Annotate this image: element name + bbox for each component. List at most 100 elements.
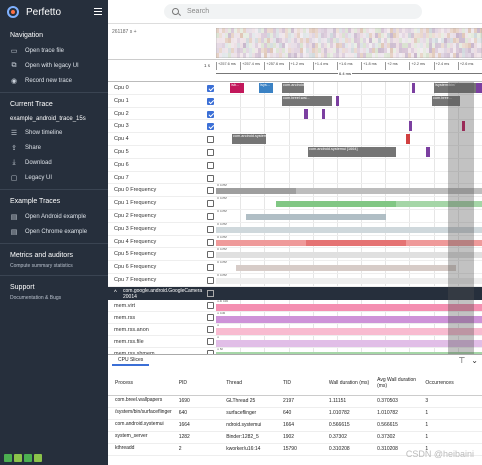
record-new-trace-item[interactable]: ◉ Record new trace	[0, 73, 108, 88]
chevron-up-icon[interactable]: ^	[114, 289, 117, 296]
legacy-ui-item[interactable]: ▢ Legacy UI	[0, 170, 108, 185]
cpu-slice[interactable]	[336, 95, 339, 106]
cpu-slice[interactable]	[216, 239, 306, 246]
track-lane[interactable]: 0 GHz	[216, 197, 482, 210]
section-navigation-title[interactable]: Navigation	[10, 32, 44, 39]
track-row[interactable]: Cpu 2	[108, 108, 482, 121]
counter-lane[interactable]: 1.6 GB	[216, 300, 482, 312]
track-lane[interactable]: com.android.systemui [1664]	[216, 146, 482, 159]
cpu-slice[interactable]	[216, 339, 482, 347]
cpu-slice[interactable]	[216, 351, 482, 354]
track-lane[interactable]: com.breel.wal... com.bree...	[216, 95, 482, 108]
track-pin-checkbox[interactable]	[207, 302, 214, 310]
table-row[interactable]: /system/bin/surfaceflinger 640 surfaceflin…	[108, 407, 482, 420]
track-row[interactable]: Cpu 0 Frequency 0 GHz	[108, 184, 482, 198]
track-pin-checkbox[interactable]	[207, 174, 214, 182]
open-android-example-item[interactable]: ▤ Open Android example	[0, 209, 108, 224]
overview-timeline[interactable]: 261187 s +	[108, 24, 482, 60]
table-row[interactable]: system_server 1282 Binder:1282_5 1902 0.3730…	[108, 431, 482, 444]
cpu-slice[interactable]	[412, 83, 415, 93]
cpu-slice[interactable]	[216, 315, 482, 323]
cpu-slice[interactable]	[276, 201, 396, 208]
cpu-slice[interactable]: com.android.systemui [1664]	[308, 147, 396, 157]
track-area[interactable]: Cpu 0/sb... /sys... com.android... /system/…	[108, 82, 482, 354]
cpu-slice[interactable]	[304, 108, 308, 119]
track-pin-checkbox[interactable]	[207, 149, 214, 156]
track-row[interactable]: Cpu 6 Frequency 0 GHz	[108, 261, 482, 274]
cpu-slice[interactable]	[216, 252, 482, 259]
cpu-slice[interactable]	[216, 226, 482, 233]
cpu-slice[interactable]	[216, 188, 296, 195]
track-lane[interactable]: /sb... /sys... com.android... /system/bin/	[216, 82, 482, 95]
table-row[interactable]: kthreadd 2 kworker/u16:14 15790 0.310208 0.31…	[108, 443, 482, 456]
pin-icon[interactable]: ⊤	[458, 356, 466, 365]
column-header[interactable]: Thread	[219, 371, 276, 396]
section-current-trace-title[interactable]: Current Trace	[10, 101, 53, 108]
tab-cpu-slices[interactable]: CPU Slices	[112, 356, 150, 366]
track-lane[interactable]: 0 GHz	[216, 223, 482, 236]
process-group-header[interactable]: ^ com.google.android.GoogleCamera 20014	[108, 286, 482, 300]
cpu-slice[interactable]: com.android...	[282, 83, 304, 93]
cpu-slice[interactable]	[406, 239, 482, 246]
column-header[interactable]: TID	[275, 371, 322, 396]
section-metrics-title[interactable]: Metrics and auditors	[10, 252, 74, 259]
track-pin-checkbox[interactable]	[207, 200, 214, 208]
cpu-slice[interactable]	[216, 303, 482, 311]
counter-track-row[interactable]: mem.rss.anon 1	[108, 324, 482, 336]
share-item[interactable]: ⇪ Share	[0, 140, 108, 155]
show-timeline-item[interactable]: ☰ Show timeline	[0, 125, 108, 140]
overview-heatmap[interactable]	[216, 28, 482, 58]
column-header[interactable]: Avg Wall duration (ms)	[370, 371, 419, 396]
track-row[interactable]: Cpu 7 Frequency 0 GHz	[108, 274, 482, 287]
open-trace-file-item[interactable]: ▭ Open trace file	[0, 43, 108, 58]
cpu-slice[interactable]	[236, 265, 456, 272]
track-pin-checkbox[interactable]	[207, 123, 214, 131]
cpu-slice[interactable]	[246, 214, 386, 220]
track-pin-checkbox[interactable]	[207, 225, 214, 233]
chevron-down-icon[interactable]: ⌄	[471, 356, 478, 365]
time-ruler[interactable]: 1 s +257.6 ms +257.4 ms +257.6 ms +1.2 ms +1…	[108, 60, 482, 82]
track-row[interactable]: Cpu 7	[108, 172, 482, 185]
track-lane[interactable]: 0 GHz	[216, 184, 482, 197]
counter-lane[interactable]: 1 M	[216, 348, 482, 354]
track-lane[interactable]	[216, 120, 482, 133]
track-row[interactable]: Cpu 4 Frequency 0 GHz	[108, 236, 482, 249]
search-box[interactable]: Search	[164, 4, 422, 19]
cpu-slice[interactable]	[406, 134, 410, 145]
counter-track-row[interactable]: mem.rss 1 GB	[108, 312, 482, 324]
cpu-slice[interactable]	[322, 108, 325, 119]
track-row[interactable]: Cpu 1 Frequency 0 GHz	[108, 197, 482, 210]
track-pin-checkbox[interactable]	[207, 238, 214, 246]
counter-track-row[interactable]: mem.rss.shmem 1 M	[108, 348, 482, 354]
track-row[interactable]: Cpu 5 Frequency 0 GHz	[108, 248, 482, 262]
cpu-slice[interactable]: /sys...	[259, 83, 273, 93]
open-chrome-example-item[interactable]: ▤ Open Chrome example	[0, 224, 108, 239]
cpu-slice[interactable]	[409, 121, 412, 132]
track-row[interactable]: Cpu 2 Frequency 0 GHz	[108, 210, 482, 223]
cpu-slice[interactable]: com.android.systemui	[232, 134, 266, 145]
track-lane[interactable]: com.android.systemui	[216, 133, 482, 146]
section-example-traces-title[interactable]: Example Traces	[10, 198, 61, 205]
cpu-slice[interactable]	[426, 147, 430, 157]
counter-track-row[interactable]: mem.virt 1.6 GB	[108, 300, 482, 312]
counter-track-row[interactable]: mem.rss.file 1	[108, 336, 482, 348]
cpu-slice[interactable]	[476, 83, 482, 93]
process-pin-checkbox[interactable]	[207, 289, 214, 297]
track-pin-checkbox[interactable]	[207, 251, 214, 259]
cpu-slice[interactable]: /system/bin/	[434, 83, 482, 93]
download-item[interactable]: ⤓ Download	[0, 155, 108, 170]
track-row[interactable]: Cpu 4 com.android.systemui	[108, 133, 482, 146]
cpu-slice[interactable]	[216, 327, 482, 335]
track-pin-checkbox[interactable]	[207, 213, 214, 220]
table-row[interactable]: com.android.systemui 1664 ndroid.systemui 1…	[108, 419, 482, 432]
counter-lane[interactable]: 1 GB	[216, 312, 482, 324]
column-header[interactable]: Occurrences	[418, 371, 482, 396]
track-pin-checkbox[interactable]	[207, 314, 214, 322]
cpu-slice[interactable]	[296, 188, 482, 195]
cpu-slice[interactable]	[396, 201, 482, 208]
counter-lane[interactable]: 1	[216, 324, 482, 336]
track-lane[interactable]: 0 GHz	[216, 261, 482, 274]
cpu-slice[interactable]: /sb...	[230, 83, 244, 93]
cpu-slice[interactable]	[216, 278, 482, 284]
track-lane[interactable]	[216, 108, 482, 121]
